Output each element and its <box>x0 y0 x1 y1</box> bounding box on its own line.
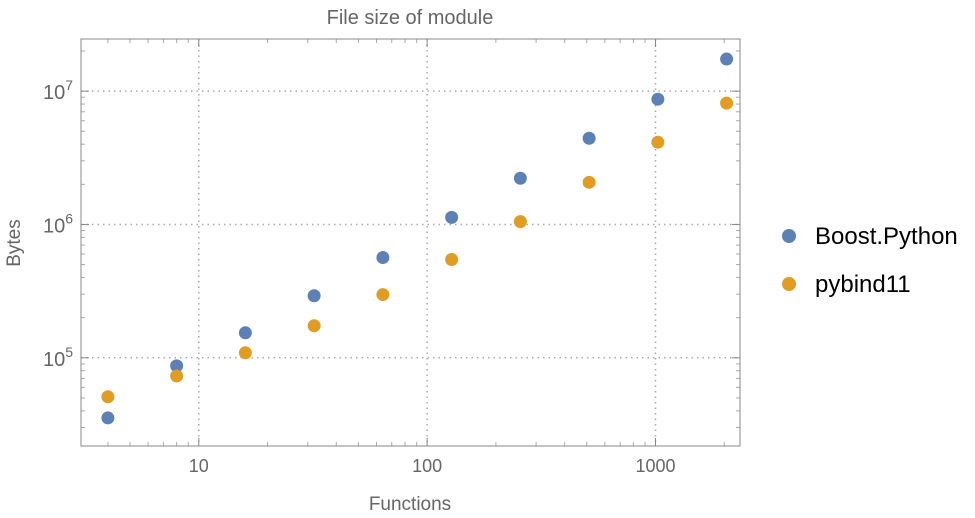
plot-frame <box>80 38 741 447</box>
x-tick-label: 10 <box>189 456 209 476</box>
tick-base: 10 <box>43 215 65 237</box>
data-point-boost-python <box>651 92 665 106</box>
data-points <box>101 52 734 425</box>
tick-base: 10 <box>43 349 65 371</box>
chart-title: File size of module <box>327 7 494 29</box>
data-point-pybind11 <box>101 390 115 404</box>
data-point-pybind11 <box>307 319 321 333</box>
x-axis-label: Functions <box>369 494 451 513</box>
tick-exponent: 7 <box>65 77 73 93</box>
y-tick-label: 107 <box>43 77 73 104</box>
data-point-pybind11 <box>376 288 390 302</box>
data-point-boost-python <box>376 251 390 265</box>
data-point-pybind11 <box>720 96 734 110</box>
legend-item-boost-python: Boost.Python <box>782 223 958 250</box>
tick-exponent: 6 <box>65 210 73 226</box>
legend-label: Boost.Python <box>815 223 958 250</box>
tick-base: 10 <box>43 82 65 104</box>
y-axis-label: Bytes <box>4 219 25 267</box>
x-tick-label: 1000 <box>635 456 675 476</box>
data-point-pybind11 <box>582 175 596 189</box>
data-point-boost-python <box>307 289 321 303</box>
legend-item-pybind11: pybind11 <box>782 271 911 298</box>
legend-marker <box>782 229 796 243</box>
grid <box>81 39 740 446</box>
data-point-boost-python <box>238 326 252 340</box>
y-tick-label: 106 <box>43 210 73 237</box>
minor-ticks <box>81 39 740 446</box>
data-point-boost-python <box>720 52 734 66</box>
data-point-boost-python <box>445 210 459 224</box>
tick-exponent: 5 <box>65 344 73 360</box>
legend: Boost.Python pybind11 <box>782 223 958 298</box>
legend-label: pybind11 <box>815 271 911 298</box>
data-point-boost-python <box>513 171 527 185</box>
legend-marker <box>782 277 796 291</box>
data-point-pybind11 <box>651 135 665 149</box>
data-point-pybind11 <box>238 346 252 360</box>
data-point-boost-python <box>170 359 184 373</box>
x-tick-label: 100 <box>412 456 442 476</box>
data-point-pybind11 <box>513 215 527 229</box>
data-point-boost-python <box>101 411 115 425</box>
data-point-pybind11 <box>170 369 184 383</box>
y-tick-label: 105 <box>43 344 73 371</box>
data-point-boost-python <box>582 131 596 145</box>
data-point-pybind11 <box>445 253 459 267</box>
